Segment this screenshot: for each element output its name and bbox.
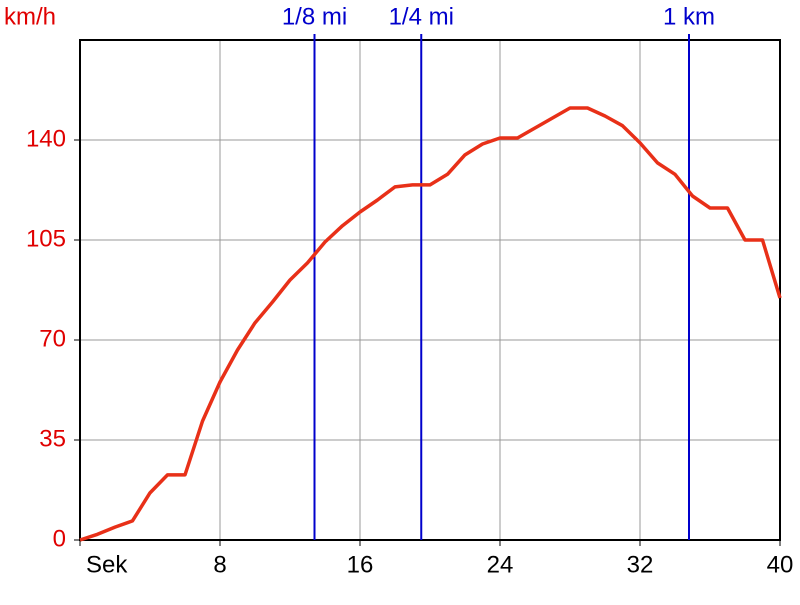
- x-tick-label: 24: [487, 551, 514, 578]
- x-tick-label: 16: [347, 551, 374, 578]
- x-tick-label: 32: [627, 551, 654, 578]
- distance-marker-label: 1/8 mi: [282, 3, 347, 30]
- data-line: [79, 106, 782, 542]
- plot-frame: [79, 39, 781, 541]
- y-tick-label: 0: [53, 525, 66, 552]
- y-tick-label: 35: [39, 425, 66, 452]
- x-tick-label: 40: [767, 551, 794, 578]
- y-axis-label: km/h: [4, 3, 56, 30]
- y-tick-label: 105: [26, 225, 66, 252]
- x-tick-label: 8: [213, 551, 226, 578]
- y-tick-label: 70: [39, 325, 66, 352]
- y-tick-label: 140: [26, 125, 66, 152]
- distance-marker-label: 1/4 mi: [389, 3, 454, 30]
- x-tick-label: Sek: [86, 551, 128, 578]
- distance-marker-label: 1 km: [663, 3, 715, 30]
